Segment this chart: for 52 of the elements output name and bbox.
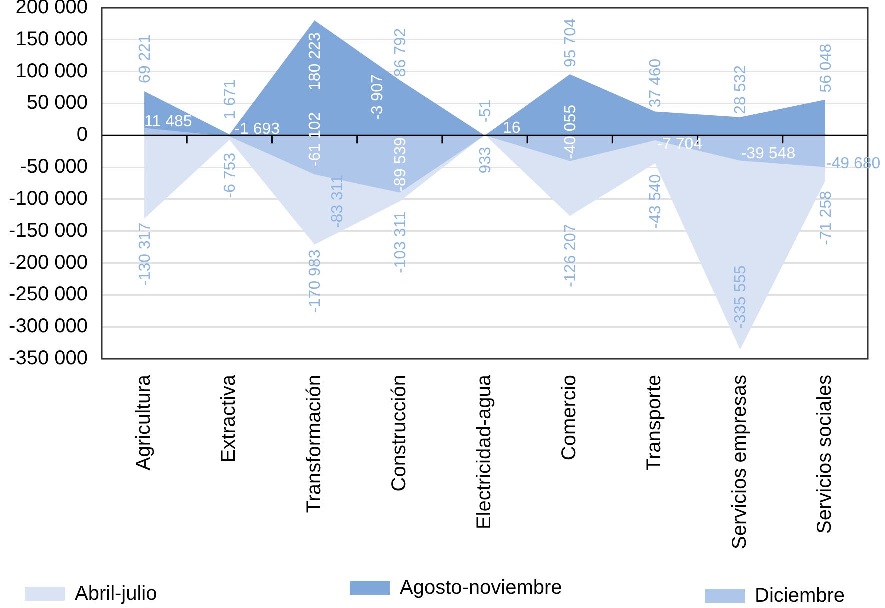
annotation: -3 907 <box>369 74 386 120</box>
y-tick-label: -150 000 <box>9 220 88 242</box>
x-tick-label: Construcción <box>388 375 410 492</box>
data-label: -43 540 <box>648 174 665 229</box>
data-label: -335 555 <box>732 266 750 329</box>
x-tick-label: Extractiva <box>218 374 240 463</box>
data-label: 1 671 <box>222 79 240 120</box>
data-label: 69 221 <box>136 34 154 84</box>
legend-label: Abril-julio <box>75 583 158 605</box>
data-label: -61 102 <box>307 112 324 167</box>
x-tick-label: Agricultura <box>133 374 156 471</box>
data-label: 86 792 <box>392 28 410 78</box>
data-label: 180 223 <box>307 32 324 90</box>
legend-label: Agosto-noviembre <box>400 577 562 599</box>
data-label: -51 <box>477 99 494 123</box>
y-tick-label: -300 000 <box>9 316 88 338</box>
y-tick-label: -200 000 <box>9 252 88 274</box>
x-tick-label: Transformación <box>303 375 326 514</box>
data-label: -40 055 <box>562 104 580 160</box>
x-tick-label: Servicios sociales <box>814 375 836 534</box>
data-label: 16 <box>503 120 521 138</box>
x-tick-label: Transporte <box>644 375 666 471</box>
x-tick-label: Electricidad-agua <box>474 374 496 530</box>
data-label: 37 460 <box>648 58 665 108</box>
y-tick-label: -350 000 <box>9 348 88 370</box>
data-label: -170 983 <box>307 250 324 313</box>
data-label: -126 207 <box>562 224 580 288</box>
y-tick-label: 50 000 <box>26 92 88 114</box>
data-label: 56 048 <box>818 44 835 93</box>
data-label: 95 704 <box>562 18 580 68</box>
x-tick-label: Comercio <box>558 375 581 461</box>
y-tick-label: 100 000 <box>16 60 88 82</box>
y-tick-label: -50 000 <box>20 156 88 178</box>
data-label: -7 704 <box>657 136 703 153</box>
data-label: 933 <box>477 146 494 174</box>
data-label: -39 548 <box>741 145 796 162</box>
data-label: -1 693 <box>234 121 280 138</box>
x-tick-label: Servicios empresas <box>728 375 751 550</box>
y-tick-label: 150 000 <box>16 28 88 50</box>
data-label: 28 532 <box>732 65 750 114</box>
data-label: -6 753 <box>222 152 240 198</box>
data-label: 11 485 <box>144 114 192 131</box>
data-label: -130 317 <box>136 222 154 286</box>
y-tick-label: -250 000 <box>9 284 88 306</box>
legend-label: Diciembre <box>755 585 846 607</box>
y-tick-label: -100 000 <box>9 188 88 210</box>
data-label: -103 311 <box>392 211 410 274</box>
y-tick-label: 200 000 <box>16 0 88 19</box>
y-tick-label: 0 <box>76 124 88 146</box>
data-label: -71 258 <box>818 191 835 246</box>
data-label: -89 539 <box>392 137 410 192</box>
annotation: -83 311 <box>329 174 346 228</box>
